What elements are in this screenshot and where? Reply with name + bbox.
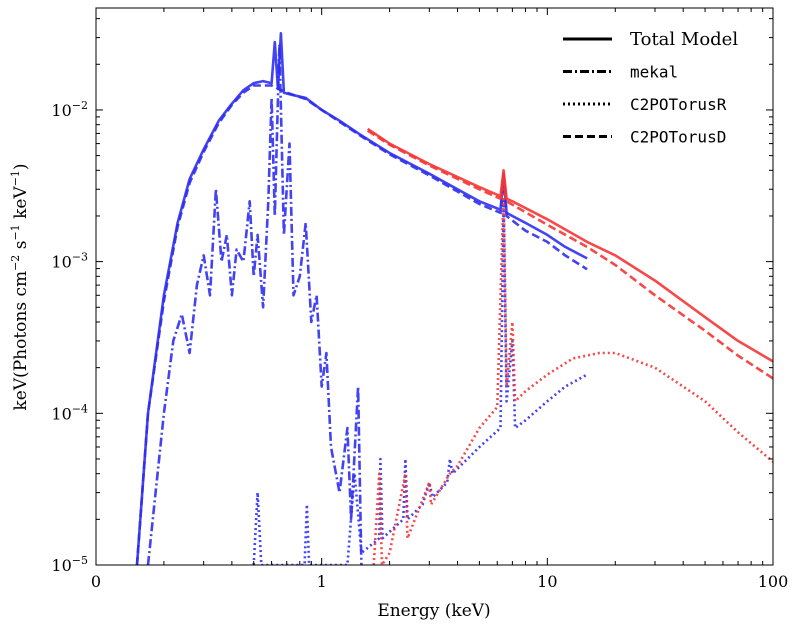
- legend: Total Model mekal C2POTorusR C2POTorusD: [563, 29, 738, 147]
- series-red-c2potorusr: [372, 188, 773, 565]
- ticks-layer: 0 1 10 100 10−5 10−4 10−3 10−2: [51, 8, 788, 591]
- series-red-c2potorusd: [366, 129, 773, 380]
- x-tick-label: 0: [91, 572, 101, 591]
- y-axis-label: keV(Photons cm−2 s−1 keV−1): [9, 163, 31, 410]
- y-tick-label: 10−2: [51, 99, 88, 120]
- x-tick-label: 100: [758, 572, 789, 591]
- y-tick-label: 10−5: [51, 554, 88, 575]
- y-tick-label: 10−4: [51, 402, 88, 423]
- series-blue-total-model: [135, 31, 588, 565]
- plot-frame: [95, 7, 774, 566]
- series-red-total-model: [366, 127, 773, 363]
- legend-label: mekal: [630, 63, 678, 82]
- series-blue-mekal: [146, 43, 363, 565]
- x-tick-label: 1: [317, 572, 327, 591]
- legend-label: C2POTorusR: [630, 95, 727, 114]
- x-axis-label: Energy (keV): [377, 601, 490, 621]
- x-tick-label: 10: [537, 572, 557, 591]
- series-layer: [135, 31, 773, 565]
- series-blue-c2potorusd: [135, 84, 588, 565]
- legend-label: Total Model: [630, 29, 738, 50]
- y-tick-label: 10−3: [51, 251, 88, 272]
- legend-label: C2POTorusD: [630, 128, 726, 147]
